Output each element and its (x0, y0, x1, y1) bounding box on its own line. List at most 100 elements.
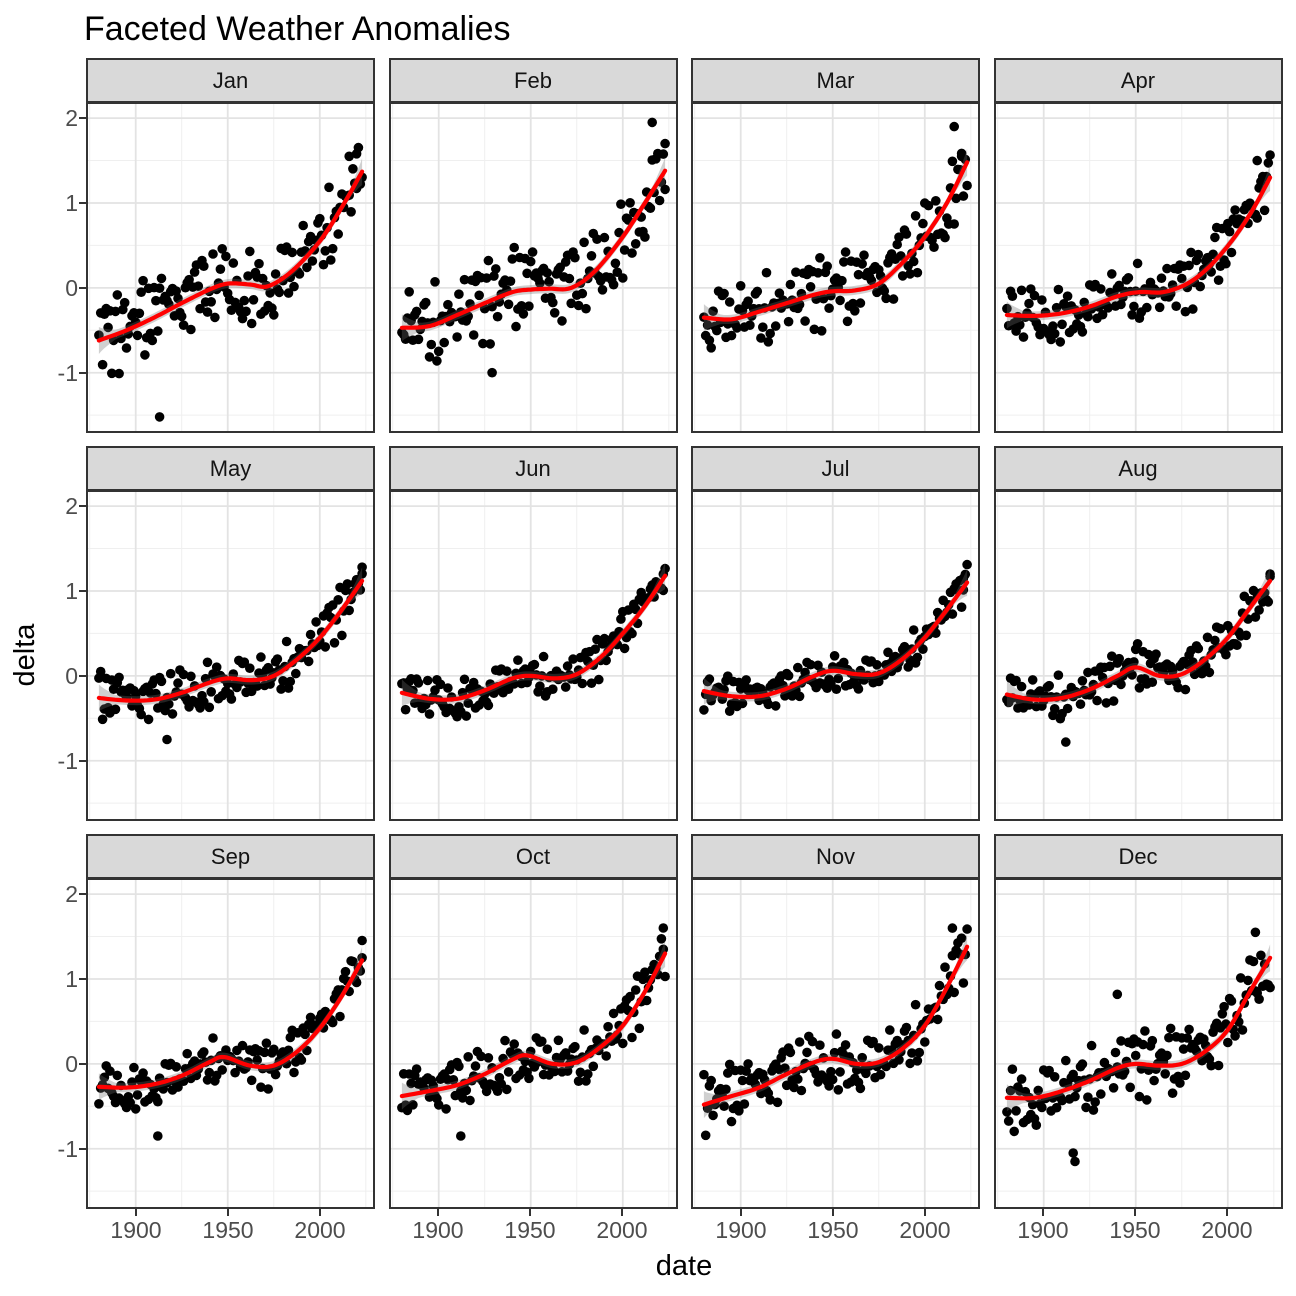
data-point (357, 569, 367, 579)
data-point (459, 274, 469, 285)
data-point (630, 239, 640, 249)
data-point (1176, 273, 1187, 284)
data-point (433, 1100, 443, 1110)
data-point (1089, 1097, 1100, 1107)
data-point (344, 605, 355, 616)
data-point (556, 316, 567, 326)
data-point (110, 306, 121, 317)
data-point (523, 301, 534, 311)
data-point (857, 1052, 867, 1063)
facet-strip-may: May (86, 446, 375, 491)
data-point (127, 1077, 137, 1087)
scatter-points (699, 559, 972, 716)
data-point (1165, 1023, 1175, 1034)
data-point (1139, 1026, 1150, 1036)
x-axis-tick-label: 2000 (1201, 1217, 1253, 1243)
data-point (256, 1082, 266, 1092)
data-point (156, 273, 167, 284)
data-point (461, 1085, 471, 1096)
data-point (842, 316, 853, 327)
data-point (793, 1074, 803, 1084)
facet-panel-apr (993, 102, 1283, 433)
data-point (783, 316, 794, 327)
data-point (1055, 337, 1065, 347)
data-point (525, 256, 535, 267)
data-point (542, 1044, 552, 1054)
y-axis-tick (79, 978, 86, 980)
data-point (114, 672, 124, 683)
data-point (785, 279, 796, 290)
panel-border (993, 878, 1283, 1209)
data-point (490, 264, 501, 274)
data-point (802, 1047, 812, 1058)
x-axis-tick-label: 2000 (596, 1217, 648, 1243)
data-point (1167, 666, 1177, 676)
data-point (1213, 1060, 1223, 1071)
smooth-trend-line (399, 951, 667, 1099)
x-axis-tick-label: 1900 (110, 1217, 162, 1243)
data-point (199, 1047, 209, 1057)
data-point (599, 232, 609, 243)
data-point (283, 1045, 294, 1056)
facet-panel-mar (691, 102, 980, 433)
facet-strip-nov: Nov (691, 834, 980, 879)
data-point (624, 991, 635, 1002)
data-point (320, 642, 331, 652)
data-point (822, 261, 832, 271)
y-axis-tick (79, 1148, 86, 1150)
confidence-ribbon (1006, 164, 1270, 329)
facet-strip-feb: Feb (388, 58, 678, 103)
data-point (1226, 247, 1236, 258)
data-point (178, 669, 189, 680)
panel-background (86, 102, 375, 433)
data-point (261, 1038, 272, 1048)
data-point (274, 287, 285, 298)
data-point (303, 656, 314, 667)
data-point (1255, 950, 1266, 961)
data-point (342, 579, 353, 589)
panel-background (86, 878, 375, 1209)
data-point (912, 652, 923, 663)
data-point (1069, 1091, 1080, 1102)
y-axis-tick-label: 1 (65, 966, 78, 992)
smooth-trend-line (96, 169, 365, 343)
data-point (658, 585, 668, 596)
data-point (1163, 1032, 1174, 1043)
data-point (861, 1068, 871, 1079)
data-point (1235, 973, 1245, 983)
data-point (1060, 1055, 1071, 1066)
data-point (340, 966, 351, 977)
data-point (1101, 698, 1111, 708)
y-axis-tick-label: -1 (57, 360, 78, 386)
data-point (659, 184, 670, 195)
data-point (1180, 1070, 1190, 1081)
data-point (737, 1075, 748, 1086)
panel-background (388, 102, 678, 433)
data-point (920, 1037, 930, 1047)
data-point (1115, 679, 1126, 690)
facet-panel-oct (388, 878, 678, 1209)
data-point (1016, 681, 1026, 692)
data-point (617, 1038, 628, 1049)
data-point (1134, 683, 1144, 693)
data-point (488, 271, 499, 281)
data-point (483, 255, 493, 266)
data-point (918, 644, 928, 654)
data-point (569, 1041, 580, 1052)
data-point (1194, 281, 1205, 292)
data-point (1178, 1044, 1188, 1054)
data-point (1053, 670, 1063, 680)
data-point (1088, 1105, 1098, 1115)
data-point (543, 276, 554, 287)
data-point (1264, 982, 1275, 993)
data-point-outlier (947, 923, 958, 933)
data-point (440, 1104, 451, 1114)
data-point (752, 286, 763, 297)
data-point (724, 706, 735, 716)
data-point (130, 691, 141, 701)
data-point (1051, 302, 1061, 313)
data-point (1154, 302, 1164, 313)
data-point (337, 630, 347, 641)
data-point (949, 987, 959, 998)
